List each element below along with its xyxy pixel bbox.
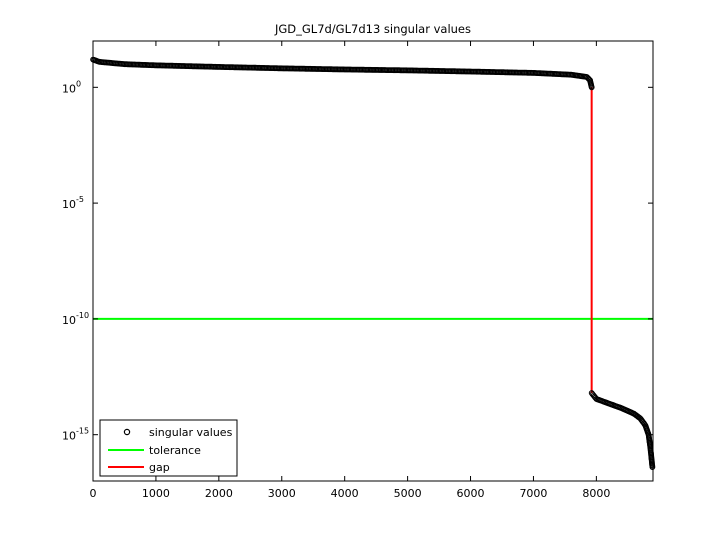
- y-tick-label: 10-5: [62, 195, 84, 211]
- x-tick-label: 5000: [394, 487, 422, 500]
- y-tick-label: 10-15: [62, 427, 89, 443]
- plot-area: [90, 40, 656, 482]
- x-tick-label: 0: [90, 487, 97, 500]
- legend-label: singular values: [149, 426, 233, 439]
- x-tick-label: 1000: [142, 487, 170, 500]
- x-axis: 0 1000 2000 3000 4000 5000 6000 7000 8000: [90, 41, 610, 500]
- x-tick-label: 8000: [582, 487, 610, 500]
- data-point: [588, 84, 595, 91]
- plot-frame: [92, 40, 654, 482]
- y-tick-label: 100: [62, 79, 81, 95]
- y-tick-label: 10-10: [62, 311, 89, 327]
- legend-label: gap: [149, 461, 170, 474]
- y-axis: 100 10-5 10-10 10-15: [62, 79, 653, 443]
- x-tick-label: 3000: [268, 487, 296, 500]
- x-tick-label: 7000: [519, 487, 547, 500]
- legend-label: tolerance: [149, 444, 201, 457]
- x-tick-label: 6000: [457, 487, 485, 500]
- data-point: [649, 464, 656, 471]
- legend-marker-singular-values: [123, 428, 131, 436]
- x-tick-label: 2000: [205, 487, 233, 500]
- legend: singular values tolerance gap: [99, 419, 238, 477]
- x-tick-label: 4000: [331, 487, 359, 500]
- chart-title: JGD_GL7d/GL7d13 singular values: [274, 22, 471, 36]
